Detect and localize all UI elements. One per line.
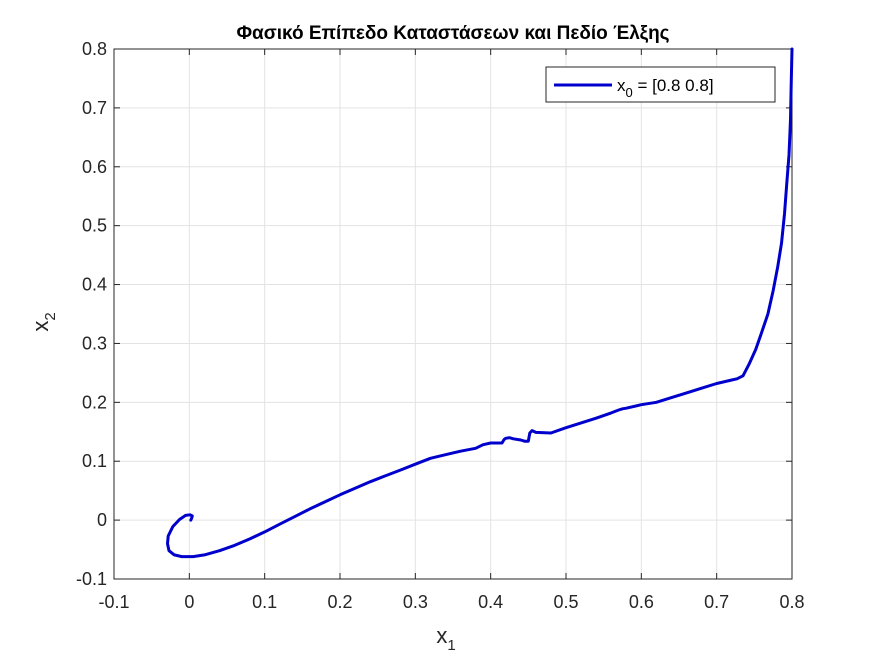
y-tick-label-8: 0.7 (82, 98, 107, 118)
y-tick-label-3: 0.2 (82, 392, 107, 412)
x-tick-label-0: -0.1 (98, 592, 129, 612)
y-tick-label-4: 0.3 (82, 333, 107, 353)
grid (114, 49, 792, 579)
y-tick-label-5: 0.4 (82, 275, 107, 295)
axes-frame (113, 48, 793, 580)
plot-area-border (113, 48, 793, 580)
x-tick-label-1: 0 (184, 592, 194, 612)
x-axis-label: x1 (436, 623, 455, 654)
x-tick-label-8: 0.7 (704, 592, 729, 612)
y-tick-label-7: 0.6 (82, 157, 107, 177)
x-tick-label-7: 0.6 (629, 592, 654, 612)
y-axis-label: x2 (28, 312, 59, 331)
series-line-0 (166, 47, 794, 559)
chart-title: Φασικό Επίπεδο Καταστάσεων και Πεδίο Έλξ… (236, 23, 669, 44)
legend: x0 = [0.8 0.8] (545, 66, 776, 103)
x-tick-label-6: 0.5 (553, 592, 578, 612)
x-tick-label-3: 0.2 (327, 592, 352, 612)
x-tick-label-2: 0.1 (252, 592, 277, 612)
x-tick-label-9: 0.8 (779, 592, 804, 612)
x-tick-label-4: 0.3 (403, 592, 428, 612)
series-layer (166, 47, 794, 559)
y-tick-label-2: 0.1 (82, 451, 107, 471)
legend-label: x0 = [0.8 0.8] (617, 76, 714, 100)
x-tick-label-5: 0.4 (478, 592, 503, 612)
tick-labels: -0.1 0 0.1 0.2 0.3 0.4 0.5 0.6 0.7 0.8 -0.1 0 0.1 0.2… (76, 39, 805, 612)
y-tick-label-1: 0 (97, 510, 107, 530)
y-tick-label-6: 0.5 (82, 216, 107, 236)
y-tick-label-9: 0.8 (82, 39, 107, 59)
y-tick-label-0: -0.1 (76, 569, 107, 589)
